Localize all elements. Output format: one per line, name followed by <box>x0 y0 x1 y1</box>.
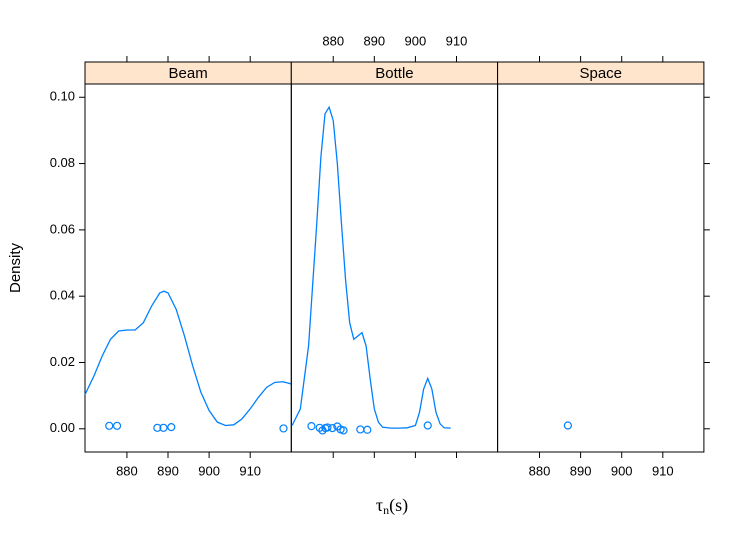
x-tick-label: 890 <box>157 463 179 478</box>
x-tick-label: 910 <box>652 463 674 478</box>
y-tick-label: 0.06 <box>50 221 75 236</box>
y-tick-label: 0.00 <box>50 420 75 435</box>
density-curve <box>291 105 451 429</box>
density-curve <box>84 290 292 427</box>
data-point <box>356 425 365 434</box>
x-tick-label: 880 <box>116 463 138 478</box>
data-point <box>167 423 176 432</box>
data-point <box>339 426 348 435</box>
data-point <box>307 422 316 431</box>
x-label-subscript: n <box>383 503 389 517</box>
panel-title: Beam <box>169 65 208 82</box>
x-tick-label: 900 <box>198 463 220 478</box>
data-point <box>563 421 572 430</box>
x-tick-label: 910 <box>446 33 468 48</box>
panel-title: Bottle <box>375 65 413 82</box>
y-tick-label: 0.04 <box>50 288 75 303</box>
y-tick-label: 0.08 <box>50 155 75 170</box>
data-point <box>328 424 337 433</box>
y-tick-label: 0.10 <box>50 89 75 104</box>
x-tick-label: 890 <box>570 463 592 478</box>
panel-frame <box>497 83 705 453</box>
y-axis-label: Density <box>7 242 24 293</box>
data-point <box>279 424 288 433</box>
y-tick-label: 0.02 <box>50 354 75 369</box>
x-tick-label: 900 <box>405 33 427 48</box>
data-point <box>159 423 168 432</box>
x-axis-label: τn(s) <box>376 495 408 517</box>
panel-title: Space <box>579 65 622 82</box>
panel-frame <box>84 83 292 453</box>
x-tick-label: 890 <box>363 33 385 48</box>
x-label-symbol: τ <box>376 495 383 515</box>
data-point <box>363 425 372 434</box>
data-point <box>105 421 114 430</box>
x-tick-label: 880 <box>322 33 344 48</box>
data-point <box>112 421 122 430</box>
data-point <box>153 423 162 432</box>
x-tick-label: 880 <box>529 463 551 478</box>
data-point <box>423 421 432 430</box>
data-point <box>323 423 332 432</box>
x-tick-label: 910 <box>239 463 261 478</box>
x-label-unit: (s) <box>389 495 408 516</box>
x-tick-label: 900 <box>611 463 633 478</box>
